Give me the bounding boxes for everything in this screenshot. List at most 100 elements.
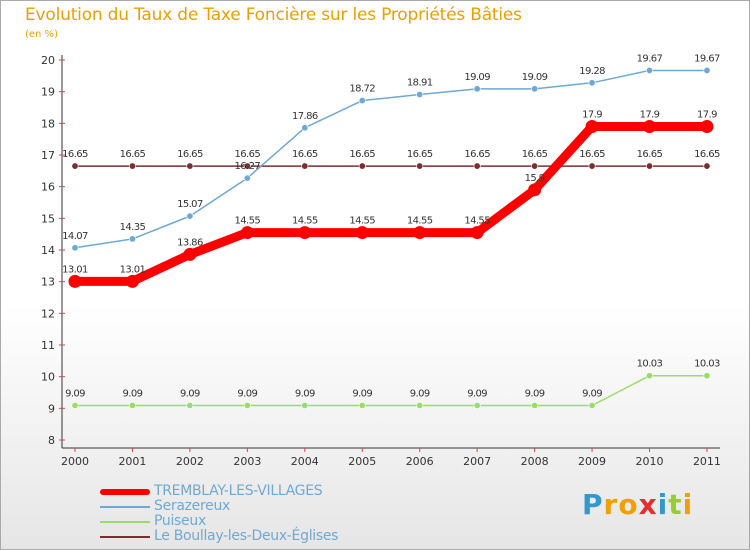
y-tick-label-11: 11 [41, 339, 55, 352]
data-point-le-boullay-les-deux-eglises-2011 [703, 162, 711, 170]
data-point-tremblay-les-villages-2002 [183, 247, 197, 261]
data-point-puiseux-2009 [588, 401, 596, 409]
y-tick-label-14: 14 [41, 244, 55, 257]
legend-label-boullay: Le Boullay-les-Deux-Églises [154, 528, 339, 544]
data-label-tremblay-les-villages-2009: 17.9 [582, 110, 602, 121]
data-point-le-boullay-les-deux-eglises-2006 [416, 162, 424, 170]
data-label-tremblay-les-villages-2004: 14.55 [292, 216, 318, 227]
data-point-serazereux-2010 [645, 66, 653, 74]
data-point-tremblay-les-villages-2008 [528, 183, 542, 197]
data-label-le-boullay-les-deux-eglises-2005: 16.65 [349, 149, 375, 160]
series-line-puiseux [74, 374, 708, 407]
data-label-serazereux-2005: 18.72 [349, 84, 375, 95]
data-point-tremblay-les-villages-2010 [643, 120, 656, 133]
legend-label-tremblay: TREMBLAY-LES-VILLAGES [154, 483, 323, 499]
legend-swatch-serazereux [100, 506, 150, 508]
data-label-serazereux-2010: 19.67 [637, 53, 663, 64]
legend-item-serazereux: Serazereux [100, 498, 400, 515]
legend-swatch-boullay [100, 536, 150, 538]
data-point-serazereux-2011 [703, 66, 711, 74]
series-line-serazereux [74, 69, 708, 249]
data-point-serazereux-2008 [531, 85, 539, 93]
data-label-puiseux-2007: 9.09 [467, 388, 487, 399]
chart-unit: (en %) [25, 29, 58, 40]
data-label-serazereux-2006: 18.91 [407, 78, 433, 89]
data-label-le-boullay-les-deux-eglises-2002: 16.65 [177, 149, 203, 160]
data-point-serazereux-2005 [358, 97, 366, 105]
data-label-serazereux-2001: 14.35 [120, 222, 146, 233]
x-tick-label-2010: 2010 [636, 455, 664, 468]
data-point-serazereux-2007 [473, 85, 481, 93]
data-label-le-boullay-les-deux-eglises-2011: 16.65 [694, 149, 720, 160]
data-point-le-boullay-les-deux-eglises-2004 [301, 162, 309, 170]
y-tick-label-12: 12 [41, 307, 55, 320]
x-tick-label-2002: 2002 [176, 455, 204, 468]
data-label-le-boullay-les-deux-eglises-2004: 16.65 [292, 149, 318, 160]
data-label-tremblay-les-villages-2006: 14.55 [407, 216, 433, 227]
data-point-le-boullay-les-deux-eglises-2001 [128, 162, 136, 170]
y-tick-label-9: 9 [48, 402, 55, 415]
data-point-tremblay-les-villages-2000 [68, 274, 82, 288]
data-label-tremblay-les-villages-2011: 17.9 [697, 110, 717, 121]
data-label-le-boullay-les-deux-eglises-2008: 16.65 [522, 149, 548, 160]
data-label-serazereux-2003: 16.27 [235, 161, 261, 172]
data-point-le-boullay-les-deux-eglises-2002 [186, 162, 194, 170]
legend-swatch-puiseux [100, 521, 150, 523]
y-tick-label-20: 20 [41, 54, 55, 67]
data-label-tremblay-les-villages-2001: 13.01 [120, 264, 146, 275]
data-label-tremblay-les-villages-2008: 15.9 [525, 173, 545, 184]
data-label-tremblay-les-villages-2005: 14.55 [349, 216, 375, 227]
data-point-le-boullay-les-deux-eglises-2003 [243, 162, 251, 170]
data-point-le-boullay-les-deux-eglises-2008 [531, 162, 539, 170]
data-point-tremblay-les-villages-2003 [240, 226, 254, 240]
x-tick-label-2004: 2004 [291, 455, 319, 468]
data-label-serazereux-2011: 19.67 [694, 53, 720, 64]
data-point-le-boullay-les-deux-eglises-2007 [473, 162, 481, 170]
data-label-le-boullay-les-deux-eglises-2009: 16.65 [579, 149, 605, 160]
data-label-tremblay-les-villages-2002: 13.86 [177, 237, 203, 248]
data-label-serazereux-2007: 19.09 [464, 72, 490, 83]
data-label-le-boullay-les-deux-eglises-2010: 16.65 [637, 149, 663, 160]
data-label-le-boullay-les-deux-eglises-2000: 16.65 [62, 149, 88, 160]
y-tick-label-15: 15 [41, 212, 55, 225]
data-point-puiseux-2004 [301, 401, 309, 409]
data-point-puiseux-2008 [531, 401, 539, 409]
data-label-puiseux-2005: 9.09 [352, 388, 372, 399]
series-line-tremblay-les-villages [70, 122, 712, 286]
data-label-serazereux-2008: 19.09 [522, 72, 548, 83]
y-tick-label-17: 17 [41, 149, 55, 162]
data-point-serazereux-2004 [301, 124, 309, 132]
data-point-le-boullay-les-deux-eglises-2010 [645, 162, 653, 170]
y-tick-label-19: 19 [41, 86, 55, 99]
data-point-le-boullay-les-deux-eglises-2009 [588, 162, 596, 170]
data-point-tremblay-les-villages-2001 [125, 274, 139, 288]
data-point-puiseux-2002 [186, 401, 194, 409]
data-point-tremblay-les-villages-2006 [413, 226, 427, 240]
data-label-serazereux-2000: 14.07 [62, 231, 88, 242]
data-label-puiseux-2006: 9.09 [410, 388, 430, 399]
data-label-puiseux-2003: 9.09 [237, 388, 257, 399]
x-tick-label-2005: 2005 [348, 455, 376, 468]
data-label-tremblay-les-villages-2010: 17.9 [640, 110, 660, 121]
x-tick-label-2011: 2011 [693, 455, 721, 468]
data-label-tremblay-les-villages-2003: 14.55 [235, 216, 261, 227]
data-point-tremblay-les-villages-2011 [700, 120, 714, 133]
data-point-serazereux-2003 [243, 174, 251, 182]
legend-item-boullay: Le Boullay-les-Deux-Églises [100, 528, 400, 545]
data-point-tremblay-les-villages-2007 [470, 226, 484, 240]
data-point-puiseux-2003 [243, 401, 251, 409]
data-point-serazereux-2006 [416, 91, 424, 99]
data-point-serazereux-2002 [186, 212, 194, 220]
data-point-tremblay-les-villages-2009 [585, 120, 599, 133]
data-label-le-boullay-les-deux-eglises-2001: 16.65 [120, 149, 146, 160]
data-point-serazereux-2000 [71, 244, 79, 252]
data-point-puiseux-2000 [71, 401, 79, 409]
data-label-puiseux-2010: 10.03 [637, 359, 663, 370]
x-tick-label-2008: 2008 [521, 455, 549, 468]
y-tick-label-8: 8 [48, 434, 55, 447]
data-point-puiseux-2011 [703, 372, 711, 380]
y-tick-label-10: 10 [41, 371, 55, 384]
data-label-le-boullay-les-deux-eglises-2007: 16.65 [464, 149, 490, 160]
x-tick-label-2007: 2007 [463, 455, 491, 468]
